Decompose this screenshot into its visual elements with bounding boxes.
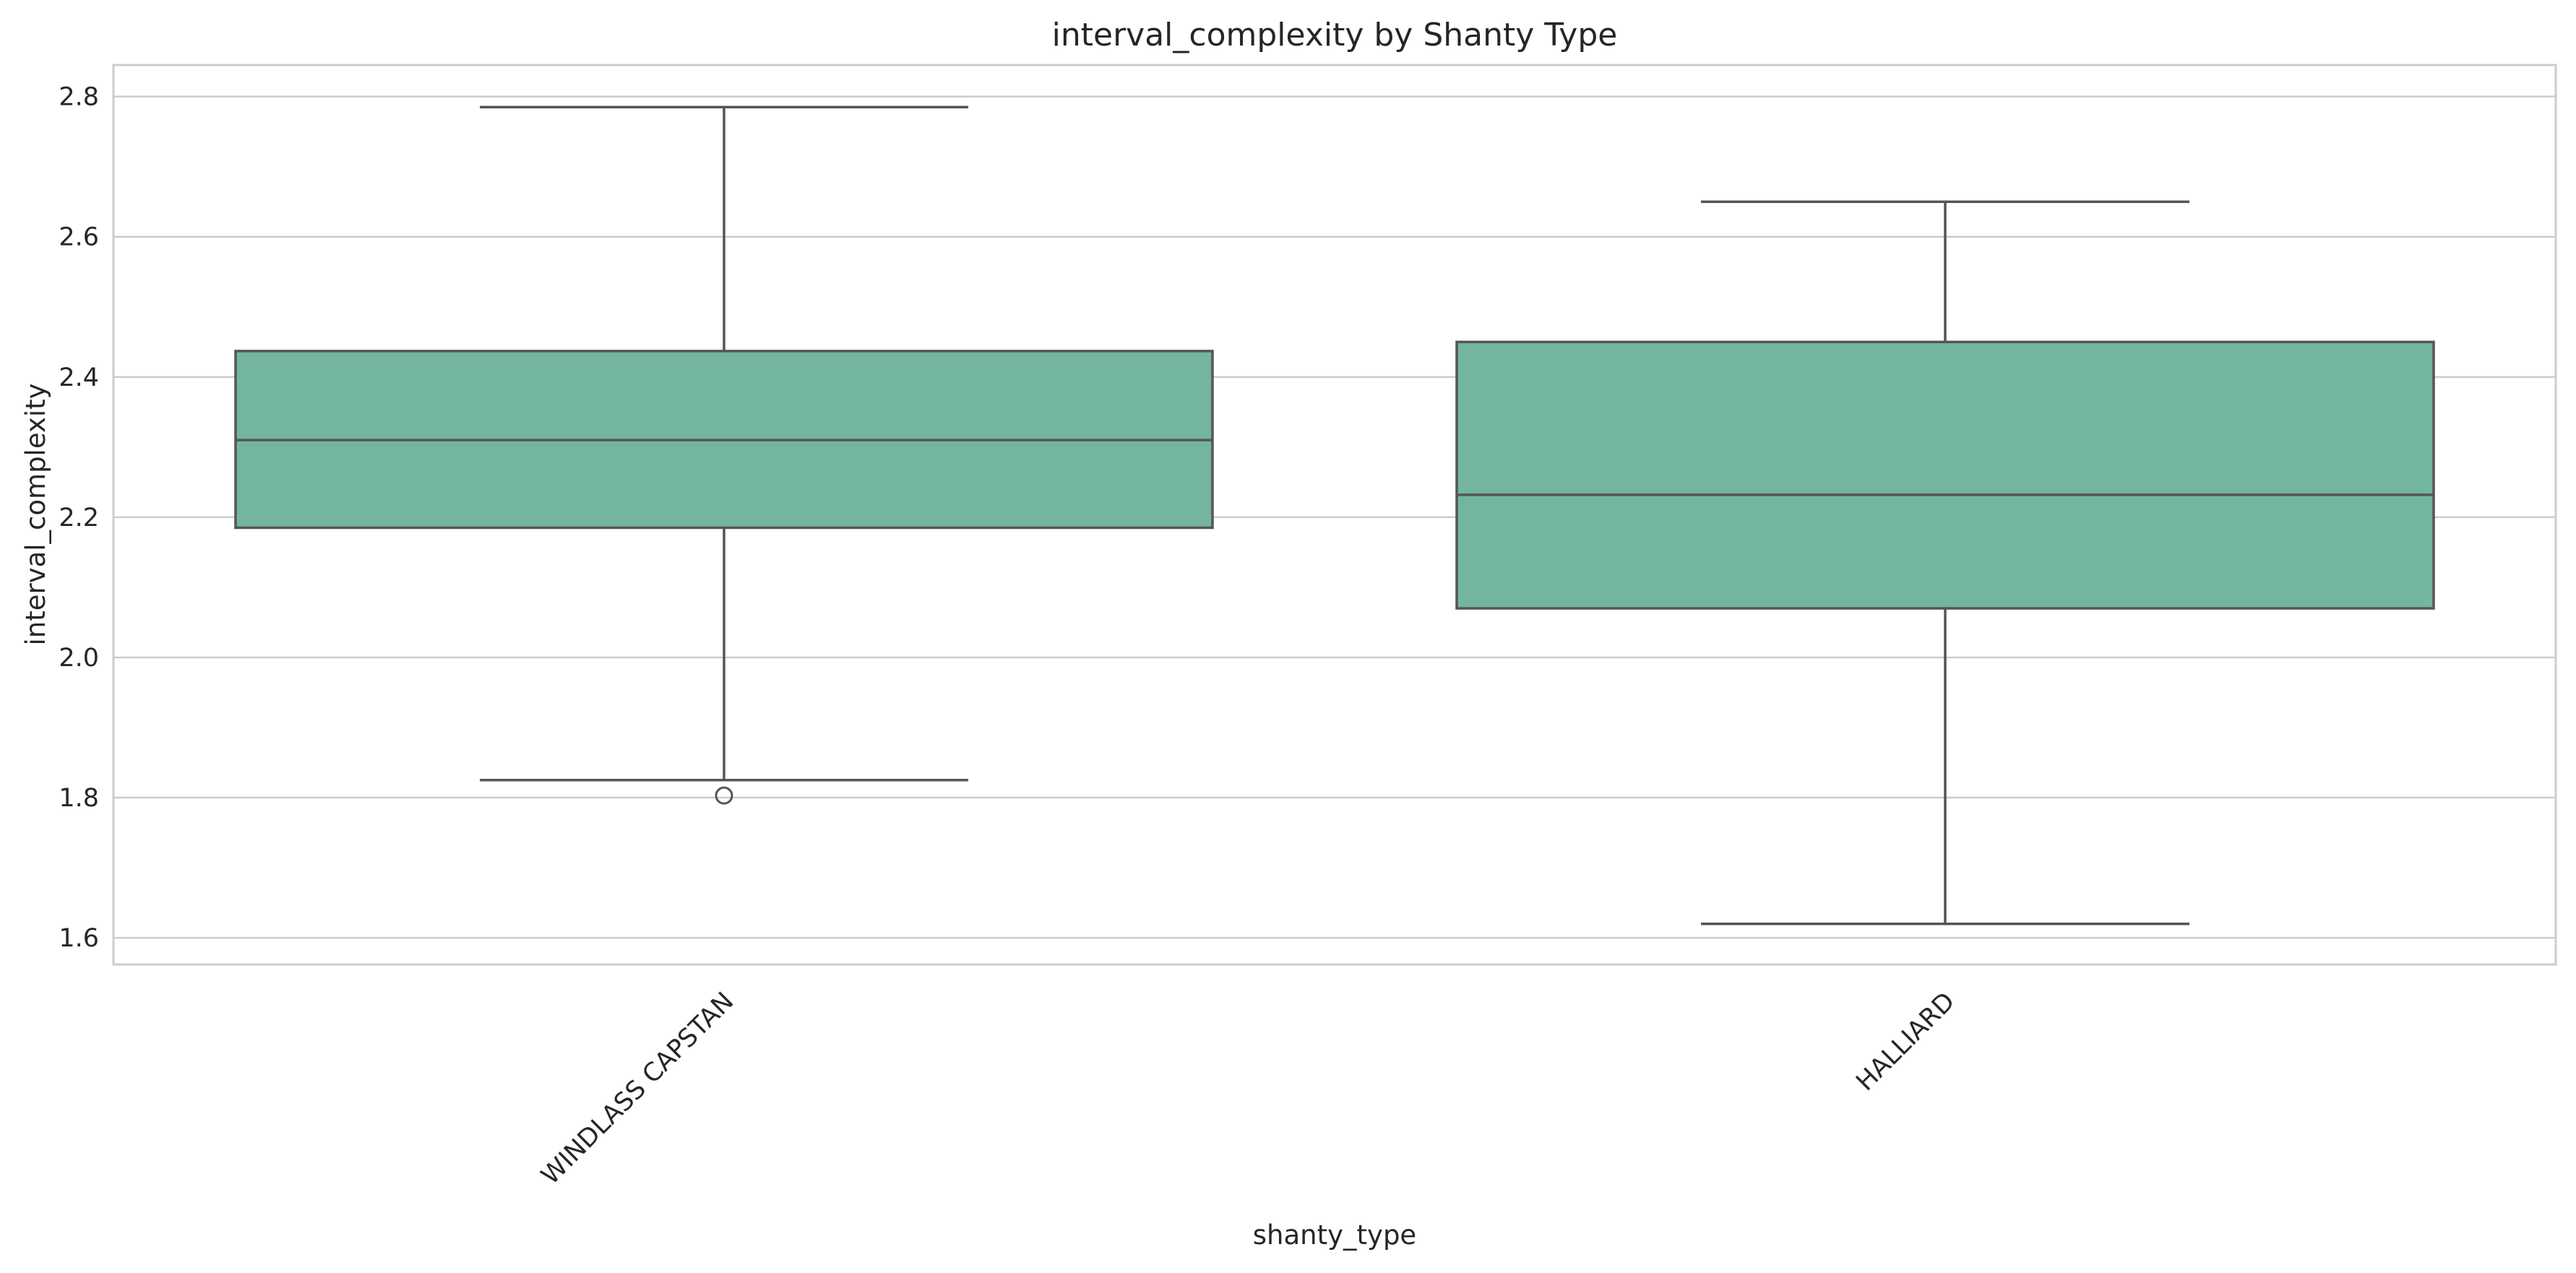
x-axis-ticks: WINDLASS CAPSTAN HALLIARD <box>536 987 1961 1191</box>
outlier-point <box>715 786 733 805</box>
y-tick-label: 2.0 <box>59 644 99 673</box>
y-tick-label: 2.8 <box>59 83 99 112</box>
x-axis-label: shanty_type <box>1253 1220 1416 1251</box>
y-tick-label: 2.2 <box>59 504 99 532</box>
y-axis-label: interval_complexity <box>20 383 51 645</box>
x-tick-label: WINDLASS CAPSTAN <box>536 987 740 1191</box>
plot-frame <box>112 64 2557 966</box>
chart-title: interval_complexity by Shanty Type <box>1052 17 1618 53</box>
x-tick-label: HALLIARD <box>1851 987 1960 1097</box>
box-plot-group <box>1455 200 2435 925</box>
y-tick-label: 2.4 <box>59 363 99 392</box>
iqr-box <box>1455 340 2435 610</box>
y-tick-label: 1.8 <box>59 784 99 813</box>
y-tick-label: 2.6 <box>59 223 99 252</box>
y-axis-ticks: 1.6 1.8 2.0 2.2 2.4 2.6 2.8 <box>59 83 99 953</box>
box-plots <box>234 105 2435 925</box>
y-tick-label: 1.6 <box>59 924 99 953</box>
box-plot-group <box>234 105 1214 805</box>
